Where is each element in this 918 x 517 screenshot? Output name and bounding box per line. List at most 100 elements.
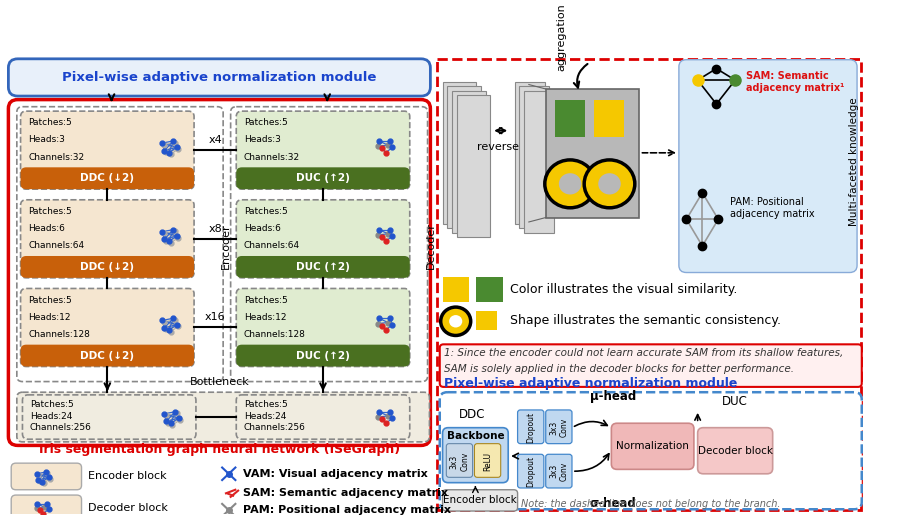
Text: DDC (↓2): DDC (↓2) <box>80 262 134 272</box>
FancyBboxPatch shape <box>8 59 431 96</box>
FancyBboxPatch shape <box>698 428 773 474</box>
Text: DDC (↓2): DDC (↓2) <box>80 351 134 360</box>
Text: SAM: Semantic
adjacency matrix¹: SAM: Semantic adjacency matrix¹ <box>746 71 845 93</box>
FancyBboxPatch shape <box>11 463 82 490</box>
FancyBboxPatch shape <box>440 392 862 509</box>
Text: Color illustrates the visual similarity.: Color illustrates the visual similarity. <box>510 283 737 296</box>
Text: x4: x4 <box>208 135 222 145</box>
Text: Pixel-wise adaptive normalization module: Pixel-wise adaptive normalization module <box>62 71 376 84</box>
Bar <box>456 95 490 237</box>
FancyBboxPatch shape <box>236 395 409 439</box>
Text: ReLU: ReLU <box>483 452 492 471</box>
Bar <box>442 82 476 224</box>
Text: Encoder block: Encoder block <box>88 472 167 481</box>
FancyBboxPatch shape <box>20 168 194 189</box>
Text: Backbone: Backbone <box>446 431 504 441</box>
FancyBboxPatch shape <box>20 111 194 189</box>
Circle shape <box>584 160 635 208</box>
FancyBboxPatch shape <box>442 428 509 483</box>
Circle shape <box>559 173 581 194</box>
FancyBboxPatch shape <box>17 107 223 382</box>
FancyBboxPatch shape <box>20 345 194 367</box>
FancyBboxPatch shape <box>236 288 409 367</box>
FancyBboxPatch shape <box>236 345 409 367</box>
Text: Normalization: Normalization <box>616 442 689 451</box>
Text: Heads:6: Heads:6 <box>244 224 281 233</box>
Bar <box>452 91 486 233</box>
Text: 3x3
Conv: 3x3 Conv <box>450 452 469 471</box>
Text: Channels:64: Channels:64 <box>244 241 300 250</box>
Text: Dropout: Dropout <box>526 412 535 443</box>
Text: 1: Since the encoder could not learn accurate SAM from its shallow features,: 1: Since the encoder could not learn acc… <box>444 348 844 358</box>
FancyBboxPatch shape <box>230 107 428 382</box>
Bar <box>524 91 554 233</box>
Text: VAM: Visual adjacency matrix: VAM: Visual adjacency matrix <box>243 469 428 479</box>
Text: σ-head: σ-head <box>590 497 636 510</box>
Text: Pixel-wise adaptive normalization module: Pixel-wise adaptive normalization module <box>444 377 738 390</box>
FancyBboxPatch shape <box>236 256 409 278</box>
Text: Patches:5: Patches:5 <box>244 400 287 409</box>
Text: Encoder: Encoder <box>221 223 231 269</box>
Text: 3x3
Conv: 3x3 Conv <box>549 418 568 437</box>
Text: Patches:5: Patches:5 <box>28 118 72 127</box>
Text: Channels:32: Channels:32 <box>28 153 84 162</box>
Text: DDC (↓2): DDC (↓2) <box>80 173 134 183</box>
FancyBboxPatch shape <box>545 410 572 444</box>
Text: Heads:3: Heads:3 <box>28 135 65 144</box>
Text: Patches:5: Patches:5 <box>30 400 73 409</box>
Text: reverse: reverse <box>476 142 519 152</box>
Text: PAM: Positional
adjacency matrix: PAM: Positional adjacency matrix <box>731 197 815 219</box>
Text: DUC (↑2): DUC (↑2) <box>297 351 350 360</box>
Text: Heads:24: Heads:24 <box>30 412 73 421</box>
Text: Patches:5: Patches:5 <box>28 207 72 216</box>
Text: Shape illustrates the semantic consistency.: Shape illustrates the semantic consisten… <box>510 314 781 327</box>
Text: SAM: Semantic adjacency matrix: SAM: Semantic adjacency matrix <box>243 488 448 498</box>
Bar <box>520 86 550 228</box>
Text: aggregation: aggregation <box>556 4 566 71</box>
Circle shape <box>449 315 463 327</box>
FancyBboxPatch shape <box>475 444 500 477</box>
Circle shape <box>544 160 596 208</box>
Circle shape <box>599 173 621 194</box>
Text: Encoder block: Encoder block <box>443 495 517 506</box>
FancyBboxPatch shape <box>679 59 857 272</box>
Text: x8: x8 <box>208 223 222 234</box>
Text: x16: x16 <box>205 312 226 322</box>
Text: DUC (↑2): DUC (↑2) <box>297 262 350 272</box>
FancyBboxPatch shape <box>518 454 543 488</box>
FancyBboxPatch shape <box>545 454 572 488</box>
Text: Channels:64: Channels:64 <box>28 241 84 250</box>
FancyBboxPatch shape <box>446 444 473 477</box>
Text: PAM: Positional adjacency matrix: PAM: Positional adjacency matrix <box>243 505 451 515</box>
FancyBboxPatch shape <box>236 200 409 278</box>
Text: Dropout: Dropout <box>526 455 535 486</box>
Bar <box>442 277 469 302</box>
Bar <box>447 86 481 228</box>
Bar <box>555 100 585 137</box>
Text: Decoder: Decoder <box>425 222 435 269</box>
Text: Decoder block: Decoder block <box>698 446 773 456</box>
Text: Heads:12: Heads:12 <box>28 313 71 322</box>
Text: DDC: DDC <box>459 408 486 421</box>
FancyBboxPatch shape <box>611 423 694 469</box>
Text: Patches:5: Patches:5 <box>244 118 287 127</box>
Text: Patches:5: Patches:5 <box>244 207 287 216</box>
FancyBboxPatch shape <box>236 168 409 189</box>
FancyBboxPatch shape <box>8 100 431 446</box>
Text: Note: the dashed line does not belong to the branch.: Note: the dashed line does not belong to… <box>521 499 780 509</box>
Text: Patches:5: Patches:5 <box>244 296 287 305</box>
FancyBboxPatch shape <box>22 395 196 439</box>
Text: Heads:6: Heads:6 <box>28 224 65 233</box>
Text: Bottleneck: Bottleneck <box>189 377 250 387</box>
Bar <box>476 277 502 302</box>
Text: Channels:128: Channels:128 <box>28 330 90 339</box>
Text: Channels:256: Channels:256 <box>244 423 306 432</box>
FancyBboxPatch shape <box>518 410 543 444</box>
Text: Patches:5: Patches:5 <box>28 296 72 305</box>
Text: μ-head: μ-head <box>590 390 636 403</box>
FancyBboxPatch shape <box>11 495 82 517</box>
Text: 3x3
Conv: 3x3 Conv <box>549 462 568 481</box>
FancyBboxPatch shape <box>17 392 430 442</box>
Text: Heads:3: Heads:3 <box>244 135 281 144</box>
Text: Heads:24: Heads:24 <box>244 412 286 421</box>
